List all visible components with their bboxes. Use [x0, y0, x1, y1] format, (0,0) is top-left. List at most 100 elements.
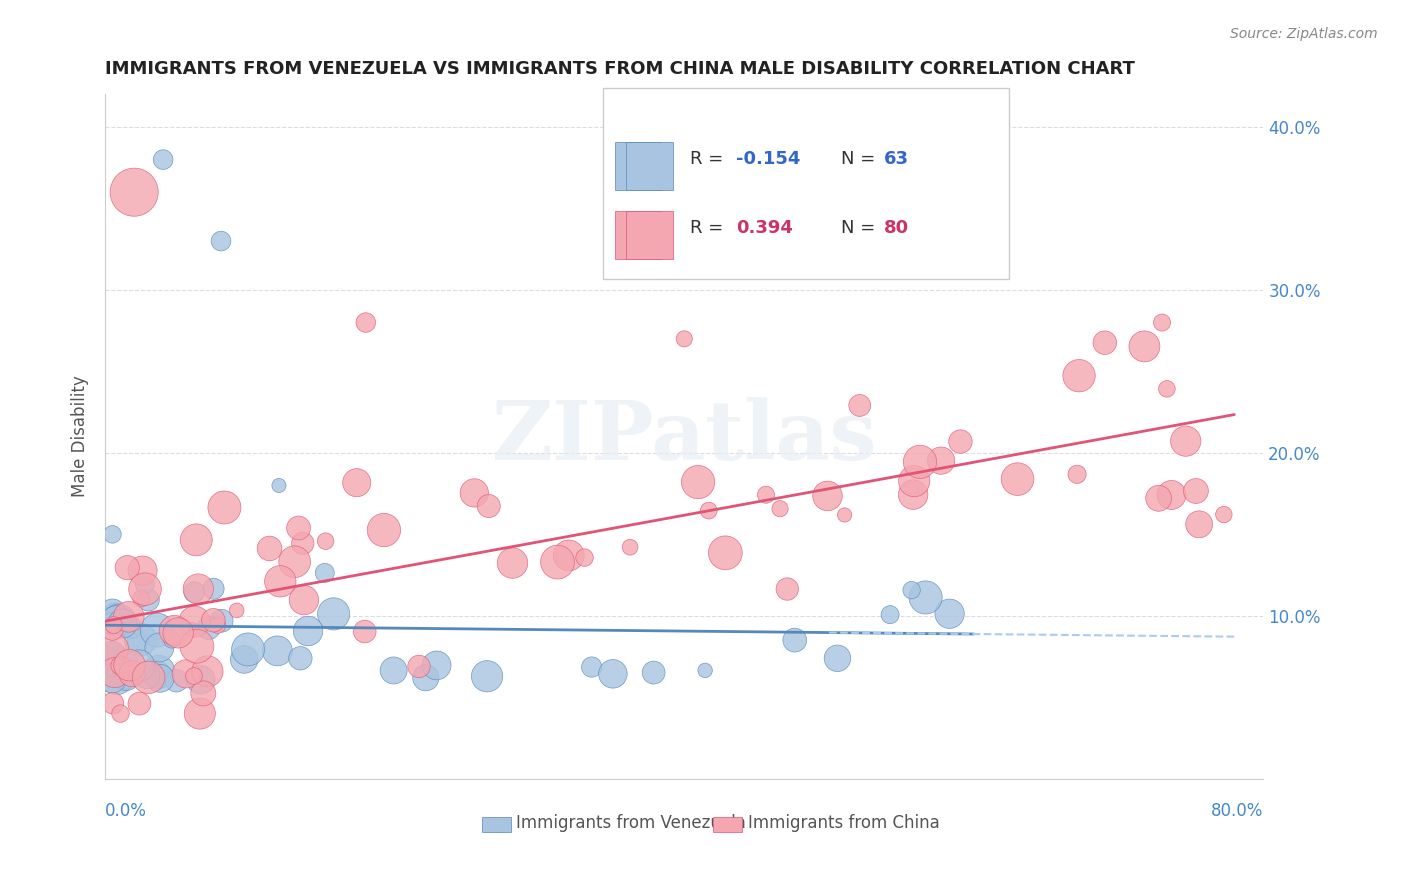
Bar [626, 211, 672, 259]
Point [769, 501, 792, 516]
Point [914, 591, 936, 605]
Text: IMMIGRANTS FROM VENEZUELA VS IMMIGRANTS FROM CHINA MALE DISABILITY CORRELATION C: IMMIGRANTS FROM VENEZUELA VS IMMIGRANTS … [105, 60, 1135, 78]
Point [101, 673, 124, 687]
Point [103, 665, 125, 680]
Point [903, 474, 925, 488]
Point [353, 624, 375, 639]
Bar [482, 817, 510, 832]
Point [755, 488, 778, 502]
Text: Immigrants from China: Immigrants from China [748, 814, 939, 832]
Point [949, 434, 972, 449]
Point [834, 508, 856, 522]
Point [783, 633, 806, 648]
Point [269, 574, 291, 589]
Point [187, 582, 209, 596]
Point [673, 332, 696, 346]
Point [114, 657, 136, 672]
Point [152, 153, 174, 167]
Point [107, 648, 129, 662]
Point [104, 671, 127, 685]
Point [134, 582, 156, 596]
Point [103, 658, 125, 673]
Point [827, 651, 849, 665]
Point [128, 658, 150, 673]
Point [103, 618, 125, 632]
Point [136, 593, 159, 607]
Point [209, 234, 232, 248]
Point [136, 669, 159, 683]
Point [108, 614, 131, 628]
Point [354, 316, 377, 330]
Point [1212, 508, 1234, 522]
Text: 0.394: 0.394 [737, 219, 793, 237]
Point [188, 706, 211, 721]
Point [233, 652, 256, 666]
Point [236, 642, 259, 657]
Point [101, 605, 124, 619]
Point [901, 488, 924, 502]
Point [297, 624, 319, 638]
Point [287, 521, 309, 535]
Point [848, 399, 870, 413]
Point [118, 658, 141, 673]
Point [166, 673, 188, 688]
Point [167, 626, 190, 640]
Point [121, 621, 143, 635]
Bar [614, 211, 661, 259]
Point [643, 665, 665, 680]
Point [602, 666, 624, 681]
Point [121, 666, 143, 681]
Point [183, 615, 205, 629]
Point [193, 686, 215, 700]
Point [101, 527, 124, 541]
Point [426, 658, 449, 673]
Point [408, 659, 430, 673]
Point [111, 616, 134, 631]
Point [129, 591, 152, 606]
Point [114, 657, 136, 672]
Point [1133, 339, 1156, 353]
Point [1156, 382, 1178, 396]
Point [122, 185, 145, 199]
Point [581, 660, 603, 674]
Text: Immigrants from Venezuela: Immigrants from Venezuela [516, 814, 747, 832]
Point [181, 623, 204, 637]
Point [174, 666, 197, 681]
Point [105, 614, 128, 628]
Point [211, 614, 233, 628]
Point [1147, 491, 1170, 506]
Point [148, 640, 170, 655]
Text: 80: 80 [883, 219, 908, 237]
Point [478, 499, 501, 513]
Bar [614, 143, 661, 190]
Point [558, 549, 581, 563]
Point [105, 656, 128, 670]
Point [322, 607, 344, 621]
Point [714, 546, 737, 560]
Point [1188, 517, 1211, 532]
Point [267, 478, 290, 492]
Point [160, 632, 183, 647]
Point [547, 555, 569, 569]
Point [346, 475, 368, 490]
Point [259, 541, 281, 556]
Point [104, 607, 127, 622]
Text: -0.154: -0.154 [737, 151, 801, 169]
Bar [713, 817, 742, 832]
Point [415, 671, 437, 685]
Point [463, 486, 485, 500]
Point [292, 593, 315, 607]
Point [129, 632, 152, 647]
Point [315, 534, 337, 549]
Point [197, 665, 219, 679]
Point [382, 664, 405, 678]
Text: ZIPatlas: ZIPatlas [492, 397, 877, 476]
Point [290, 651, 312, 665]
Point [1174, 434, 1197, 449]
Point [146, 623, 169, 637]
Point [110, 658, 132, 673]
Point [284, 555, 307, 569]
Point [574, 550, 596, 565]
Point [183, 669, 205, 683]
Point [1185, 483, 1208, 498]
